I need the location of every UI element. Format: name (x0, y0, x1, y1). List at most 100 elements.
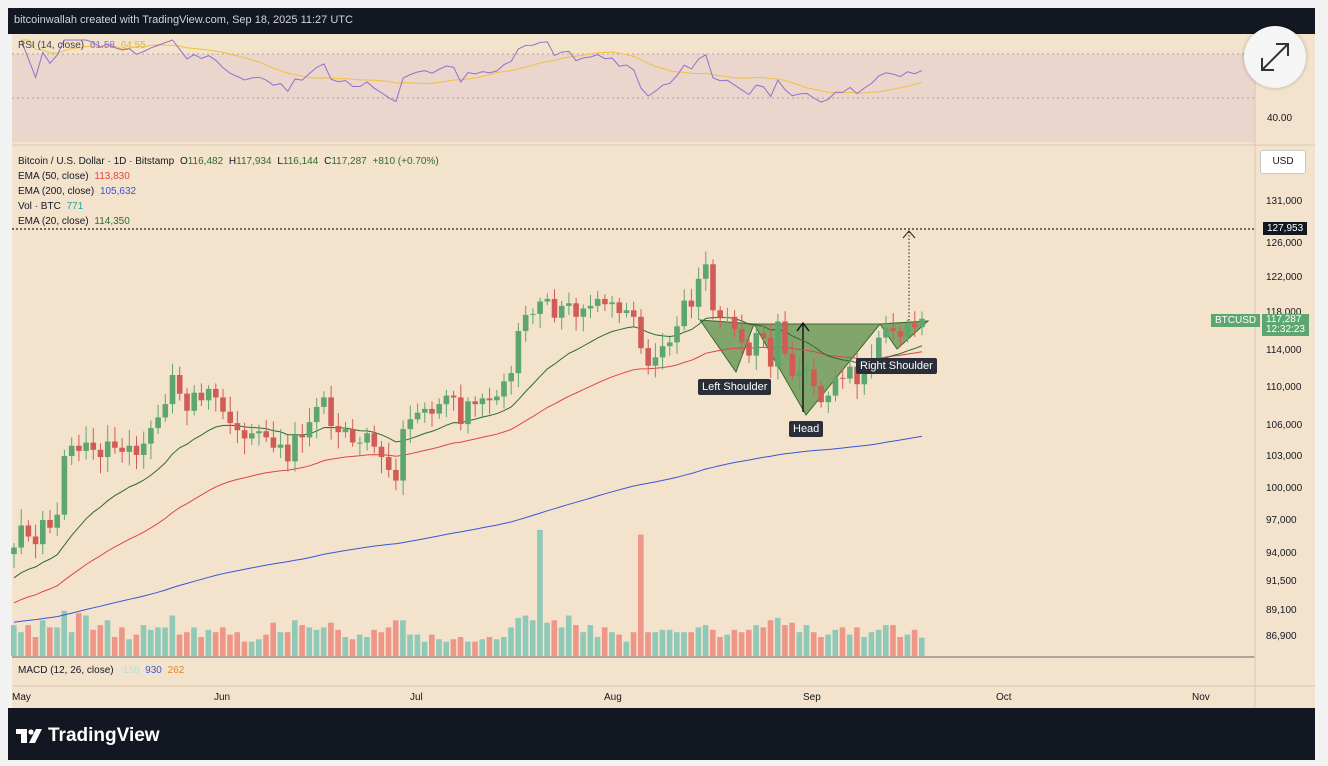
candle-body (68, 445, 75, 456)
expand-icon (1261, 43, 1289, 71)
candle-body (616, 302, 623, 313)
candle-body (285, 444, 291, 462)
time-label: Jul (410, 692, 423, 703)
candle-body (760, 332, 767, 338)
candle-body (11, 547, 17, 555)
candle-body (566, 303, 572, 306)
price-tick: 100,000 (1266, 483, 1303, 494)
volume-value: 771 (66, 201, 84, 212)
header-attribution: bitcoinwallah created with TradingView.c… (14, 14, 353, 26)
candle-body (919, 318, 925, 328)
ema20-value: 114,350 (94, 216, 130, 227)
volume-bar (313, 629, 320, 656)
volume-bar (126, 639, 132, 656)
candle-body (76, 445, 82, 451)
currency-button[interactable]: USD (1260, 150, 1306, 174)
candle-body (724, 316, 731, 318)
time-label: Aug (604, 692, 622, 703)
current-price: 117,287 (1266, 314, 1302, 325)
candle-body (876, 337, 882, 360)
candle-body (782, 321, 788, 354)
volume-bar (565, 615, 572, 656)
head-arrowhead (796, 321, 810, 332)
tradingview-logo: TradingView (16, 725, 160, 747)
candle-body (501, 381, 507, 397)
candle-body (775, 321, 781, 367)
close-value: 117,287 (331, 156, 367, 167)
candle-body (861, 371, 868, 385)
volume-bar (508, 627, 514, 656)
candle-body (407, 419, 414, 430)
open-label: O (179, 156, 188, 167)
high-value: 117,934 (236, 156, 272, 167)
volume-bar (220, 627, 226, 656)
volume-bar (61, 610, 67, 656)
candle-body (313, 406, 320, 423)
candle-body (61, 456, 68, 515)
candle-body (18, 525, 24, 548)
close-label: C (324, 156, 332, 167)
candle-body (587, 305, 594, 309)
volume-bar (501, 637, 507, 656)
volume-bar (299, 625, 305, 656)
candle-body (148, 428, 154, 444)
candle-body (133, 445, 140, 455)
candle-body (515, 331, 522, 374)
volume-bar (198, 637, 204, 656)
candle-body (897, 331, 904, 337)
volume-bar (911, 629, 918, 656)
candle-body (205, 388, 212, 401)
volume-bar (832, 629, 839, 656)
volume-bar (493, 639, 500, 656)
candle-body (126, 445, 133, 452)
volume-bar (666, 629, 673, 656)
volume-name: Vol · BTC (18, 201, 61, 212)
candle-body (674, 326, 680, 343)
candle-body (544, 298, 551, 302)
candle-body (450, 395, 457, 398)
rsi-lines (20, 39, 923, 103)
candle-body (731, 316, 738, 330)
volume-bar (364, 637, 370, 656)
volume-bar (818, 637, 824, 656)
candle-body (537, 301, 543, 314)
volume-bar (854, 627, 860, 656)
candle-body (191, 392, 197, 411)
symbol-tag: BTCUSD (1211, 314, 1261, 327)
volume-bar (904, 634, 911, 656)
candle-body (220, 397, 226, 412)
volume-bar (385, 627, 392, 656)
candle-body (155, 417, 161, 429)
rsi-legend: RSI (14, close) 61.58 64.55 (18, 40, 149, 51)
volume-bar (537, 529, 543, 656)
rsi-legend-value-2: 64.55 (120, 40, 146, 51)
candle-body (277, 444, 284, 448)
volume-bar (111, 637, 118, 656)
expand-button[interactable] (1244, 26, 1306, 88)
candle-body (213, 388, 219, 398)
macd-name: MACD (12, 26, close) (18, 665, 114, 676)
candle-body (104, 441, 111, 457)
low-value: 116,144 (282, 156, 319, 167)
ema20-name: EMA (20, close) (18, 216, 89, 227)
target-arrowhead (902, 230, 916, 239)
candle-body (767, 337, 774, 367)
volume-bar (846, 634, 853, 656)
candle-body (292, 435, 298, 462)
candlesticks (11, 251, 925, 568)
candle-body (739, 329, 745, 343)
candle-body (472, 401, 478, 405)
symbol-name: Bitcoin / U.S. Dollar · 1D · Bitstamp (18, 156, 175, 167)
candle-body (890, 328, 896, 331)
volume-bar (162, 627, 168, 656)
price-tick: 86,900 (1266, 631, 1297, 642)
volume-bar (169, 615, 176, 656)
tradingview-logo-text: TradingView (48, 725, 160, 746)
volume-bar (746, 629, 752, 656)
candle-body (638, 316, 644, 349)
volume-bar (587, 625, 594, 656)
candle-body (753, 332, 760, 356)
candle-body (227, 411, 233, 424)
volume-bar (573, 625, 579, 656)
